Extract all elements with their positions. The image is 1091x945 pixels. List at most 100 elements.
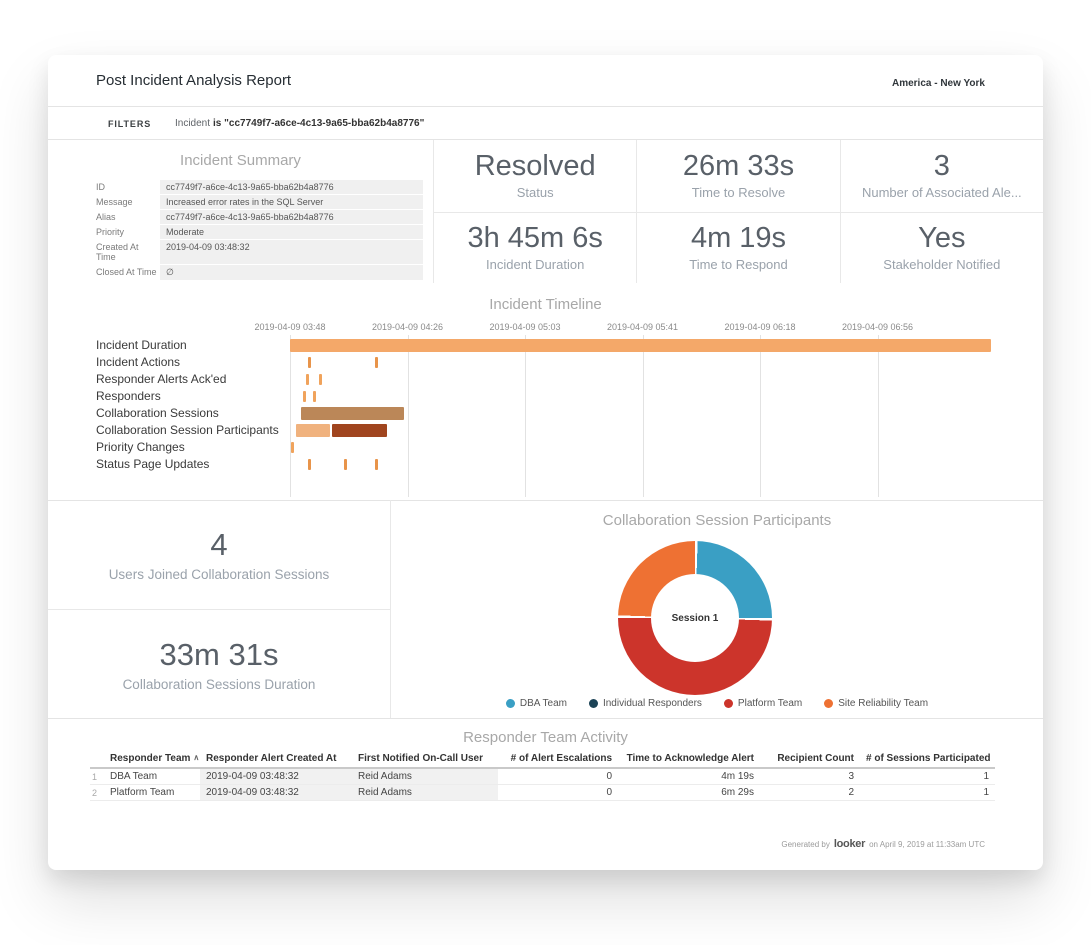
legend-item-site-reliability-team[interactable]: Site Reliability Team	[824, 698, 928, 709]
timeline-bar[interactable]	[331, 424, 388, 437]
timeline-row-label-incident-actions: Incident Actions	[96, 355, 181, 369]
kpi-value[interactable]: 4m 19s	[690, 222, 787, 255]
kpi-value[interactable]: 3h 45m 6s	[467, 222, 603, 255]
table-cell[interactable]: 6m 29s	[618, 784, 760, 801]
kpi-value[interactable]: Resolved	[474, 150, 596, 183]
summary-row-alias: Alias cc7749f7-a6ce-4c13-9a65-bba62b4a877…	[96, 210, 423, 224]
page-title: Post Incident Analysis Report	[96, 72, 292, 89]
filters-label: FILTERS	[108, 119, 152, 129]
timeline-gridline	[525, 335, 526, 497]
timeline-rows	[290, 337, 995, 473]
collaboration-participants-tile: Collaboration Session Participants Sessi…	[391, 500, 1043, 718]
table-cell[interactable]: 2	[760, 784, 860, 801]
incident-summary-tile: Incident Summary ID cc7749f7-a6ce-4c13-9a…	[48, 140, 433, 283]
column-header-of-alert-escalations[interactable]: # of Alert Escalations	[498, 750, 618, 769]
table-cell[interactable]: 4m 19s	[618, 768, 760, 785]
table-cell[interactable]: DBA Team	[104, 768, 200, 785]
kpi-tile-status: Resolved Status	[433, 140, 636, 212]
session-kpi-column: 4 Users Joined Collaboration Sessions 33…	[48, 500, 391, 718]
kpi-value[interactable]: Yes	[918, 222, 966, 255]
column-header-time-to-acknowledge-alert[interactable]: Time to Acknowledge Alert	[618, 750, 760, 769]
kpi-label: Time to Resolve	[691, 185, 786, 201]
timeline-row-label-responder-alerts-ack-ed: Responder Alerts Ack'ed	[96, 372, 227, 386]
legend-label: DBA Team	[519, 698, 567, 709]
timeline-event-tick[interactable]	[343, 459, 347, 470]
legend-item-individual-responders[interactable]: Individual Responders	[588, 698, 702, 709]
column-header-responder-alert-created-at[interactable]: Responder Alert Created At	[200, 750, 352, 769]
summary-field-value: ∅	[160, 265, 423, 280]
timeline-gridline	[642, 335, 644, 497]
timeline-axis-tick-label: 2019-04-09 05:03	[489, 322, 561, 332]
timeline-row-responders	[290, 388, 995, 405]
filters-bar: FILTERS Incident is "cc7749f7-a6ce-4c13-9…	[48, 107, 1043, 140]
timeline-event-tick[interactable]	[312, 391, 316, 402]
summary-field-value: Moderate	[160, 225, 423, 239]
table-row: 1 DBA Team 2019-04-09 03:48:32 Reid Adams 0 4…	[90, 768, 995, 785]
timeline-event-tick[interactable]	[305, 374, 309, 385]
timeline-bar[interactable]	[296, 424, 331, 437]
summary-field-value: cc7749f7-a6ce-4c13-9a65-bba62b4a8776	[160, 180, 423, 194]
filter-field: Incident	[175, 118, 211, 129]
kpi-value[interactable]: 26m 33s	[682, 150, 795, 183]
donut-chart[interactable]: Session 1	[618, 541, 772, 695]
timeline-event-tick[interactable]	[308, 357, 312, 368]
column-header-recipient-count[interactable]: Recipient Count	[760, 750, 860, 769]
kpi-value[interactable]: 3	[933, 150, 950, 183]
table-cell[interactable]: Reid Adams	[352, 768, 498, 785]
table-cell[interactable]: 3	[760, 768, 860, 785]
timeline-event-tick[interactable]	[291, 442, 295, 453]
timeline-axis-tick-label: 2019-04-09 06:56	[841, 322, 914, 332]
timeline-event-tick[interactable]	[308, 459, 312, 470]
timeline-row-collaboration-sessions	[290, 405, 995, 422]
timeline-row-responder-alerts-ack-ed	[290, 371, 995, 388]
table-cell[interactable]: 1	[860, 784, 995, 801]
kpi-label: Status	[516, 185, 554, 201]
timeline-event-tick[interactable]	[302, 391, 306, 402]
mid-row: 4 Users Joined Collaboration Sessions 33…	[48, 500, 1043, 719]
responder-table: Responder Team ∧ Responder Alert Created A…	[90, 750, 995, 801]
table-cell[interactable]: Platform Team	[104, 784, 200, 801]
column-header-first-notified-on-call-user[interactable]: First Notified On-Call User	[352, 750, 498, 769]
column-header-responder-team[interactable]: Responder Team ∧	[104, 750, 200, 769]
kpi-label: Number of Associated Ale...	[861, 185, 1022, 201]
timeline-plot	[290, 335, 995, 497]
incident-timeline-tile: Incident Timeline 2019-04-09 03:48 2019-0…	[48, 283, 1043, 501]
summary-field-value: 2019-04-09 03:48:32	[160, 240, 423, 264]
timeline-row-label-collaboration-sessions: Collaboration Sessions	[96, 406, 219, 420]
legend-swatch	[505, 699, 515, 708]
incident-summary-rows: ID cc7749f7-a6ce-4c13-9a65-bba62b4a8776 Me…	[96, 180, 423, 281]
timeline-event-tick[interactable]	[374, 357, 378, 368]
timeline-event-tick[interactable]	[374, 459, 378, 470]
kpi-value[interactable]: 4	[210, 527, 228, 562]
timeline-gridline	[407, 335, 409, 497]
timezone-label: America - New York	[891, 78, 985, 89]
timeline-row-label-priority-changes: Priority Changes	[96, 440, 185, 454]
responder-table-body: 1 DBA Team 2019-04-09 03:48:32 Reid Adams 0 4…	[90, 768, 995, 801]
timeline-bar[interactable]	[300, 407, 405, 420]
timeline-row-priority-changes	[290, 439, 995, 456]
summary-field-label: Alias	[96, 212, 116, 222]
table-cell[interactable]: Reid Adams	[352, 784, 498, 801]
table-cell[interactable]: 1	[860, 768, 995, 785]
summary-row-closed-at-time: Closed At Time ∅	[96, 265, 423, 280]
kpi-value[interactable]: 33m 31s	[159, 636, 279, 672]
table-cell[interactable]: 2019-04-09 03:48:32	[200, 768, 352, 785]
timeline-row-label-responders: Responders	[96, 389, 161, 403]
timeline-row-label-status-page-updates: Status Page Updates	[96, 457, 210, 471]
incident-filter[interactable]: Incident is "cc7749f7-a6ce-4c13-9a65-bba6…	[175, 118, 424, 129]
legend-label: Individual Responders	[602, 698, 702, 709]
table-cell[interactable]: 0	[498, 768, 618, 785]
column-header-of-sessions-participated[interactable]: # of Sessions Participated	[860, 750, 995, 769]
table-cell[interactable]: 0	[498, 784, 618, 801]
table-cell[interactable]: 2019-04-09 03:48:32	[200, 784, 352, 801]
timeline-event-tick[interactable]	[318, 374, 322, 385]
legend-item-dba-team[interactable]: DBA Team	[505, 698, 567, 709]
timeline-row-label-collaboration-session-participants: Collaboration Session Participants	[96, 423, 279, 437]
looker-logo: looker	[833, 838, 866, 850]
legend-item-platform-team[interactable]: Platform Team	[723, 698, 802, 709]
kpi-tile-time-to-resolve: 26m 33s Time to Resolve	[636, 140, 839, 212]
responder-activity-tile: Responder Team Activity Responder Team ∧ R…	[48, 718, 1043, 840]
timeline-gridline	[760, 335, 761, 497]
timeline-row-status-page-updates	[290, 456, 995, 473]
timeline-bar[interactable]	[290, 339, 991, 352]
